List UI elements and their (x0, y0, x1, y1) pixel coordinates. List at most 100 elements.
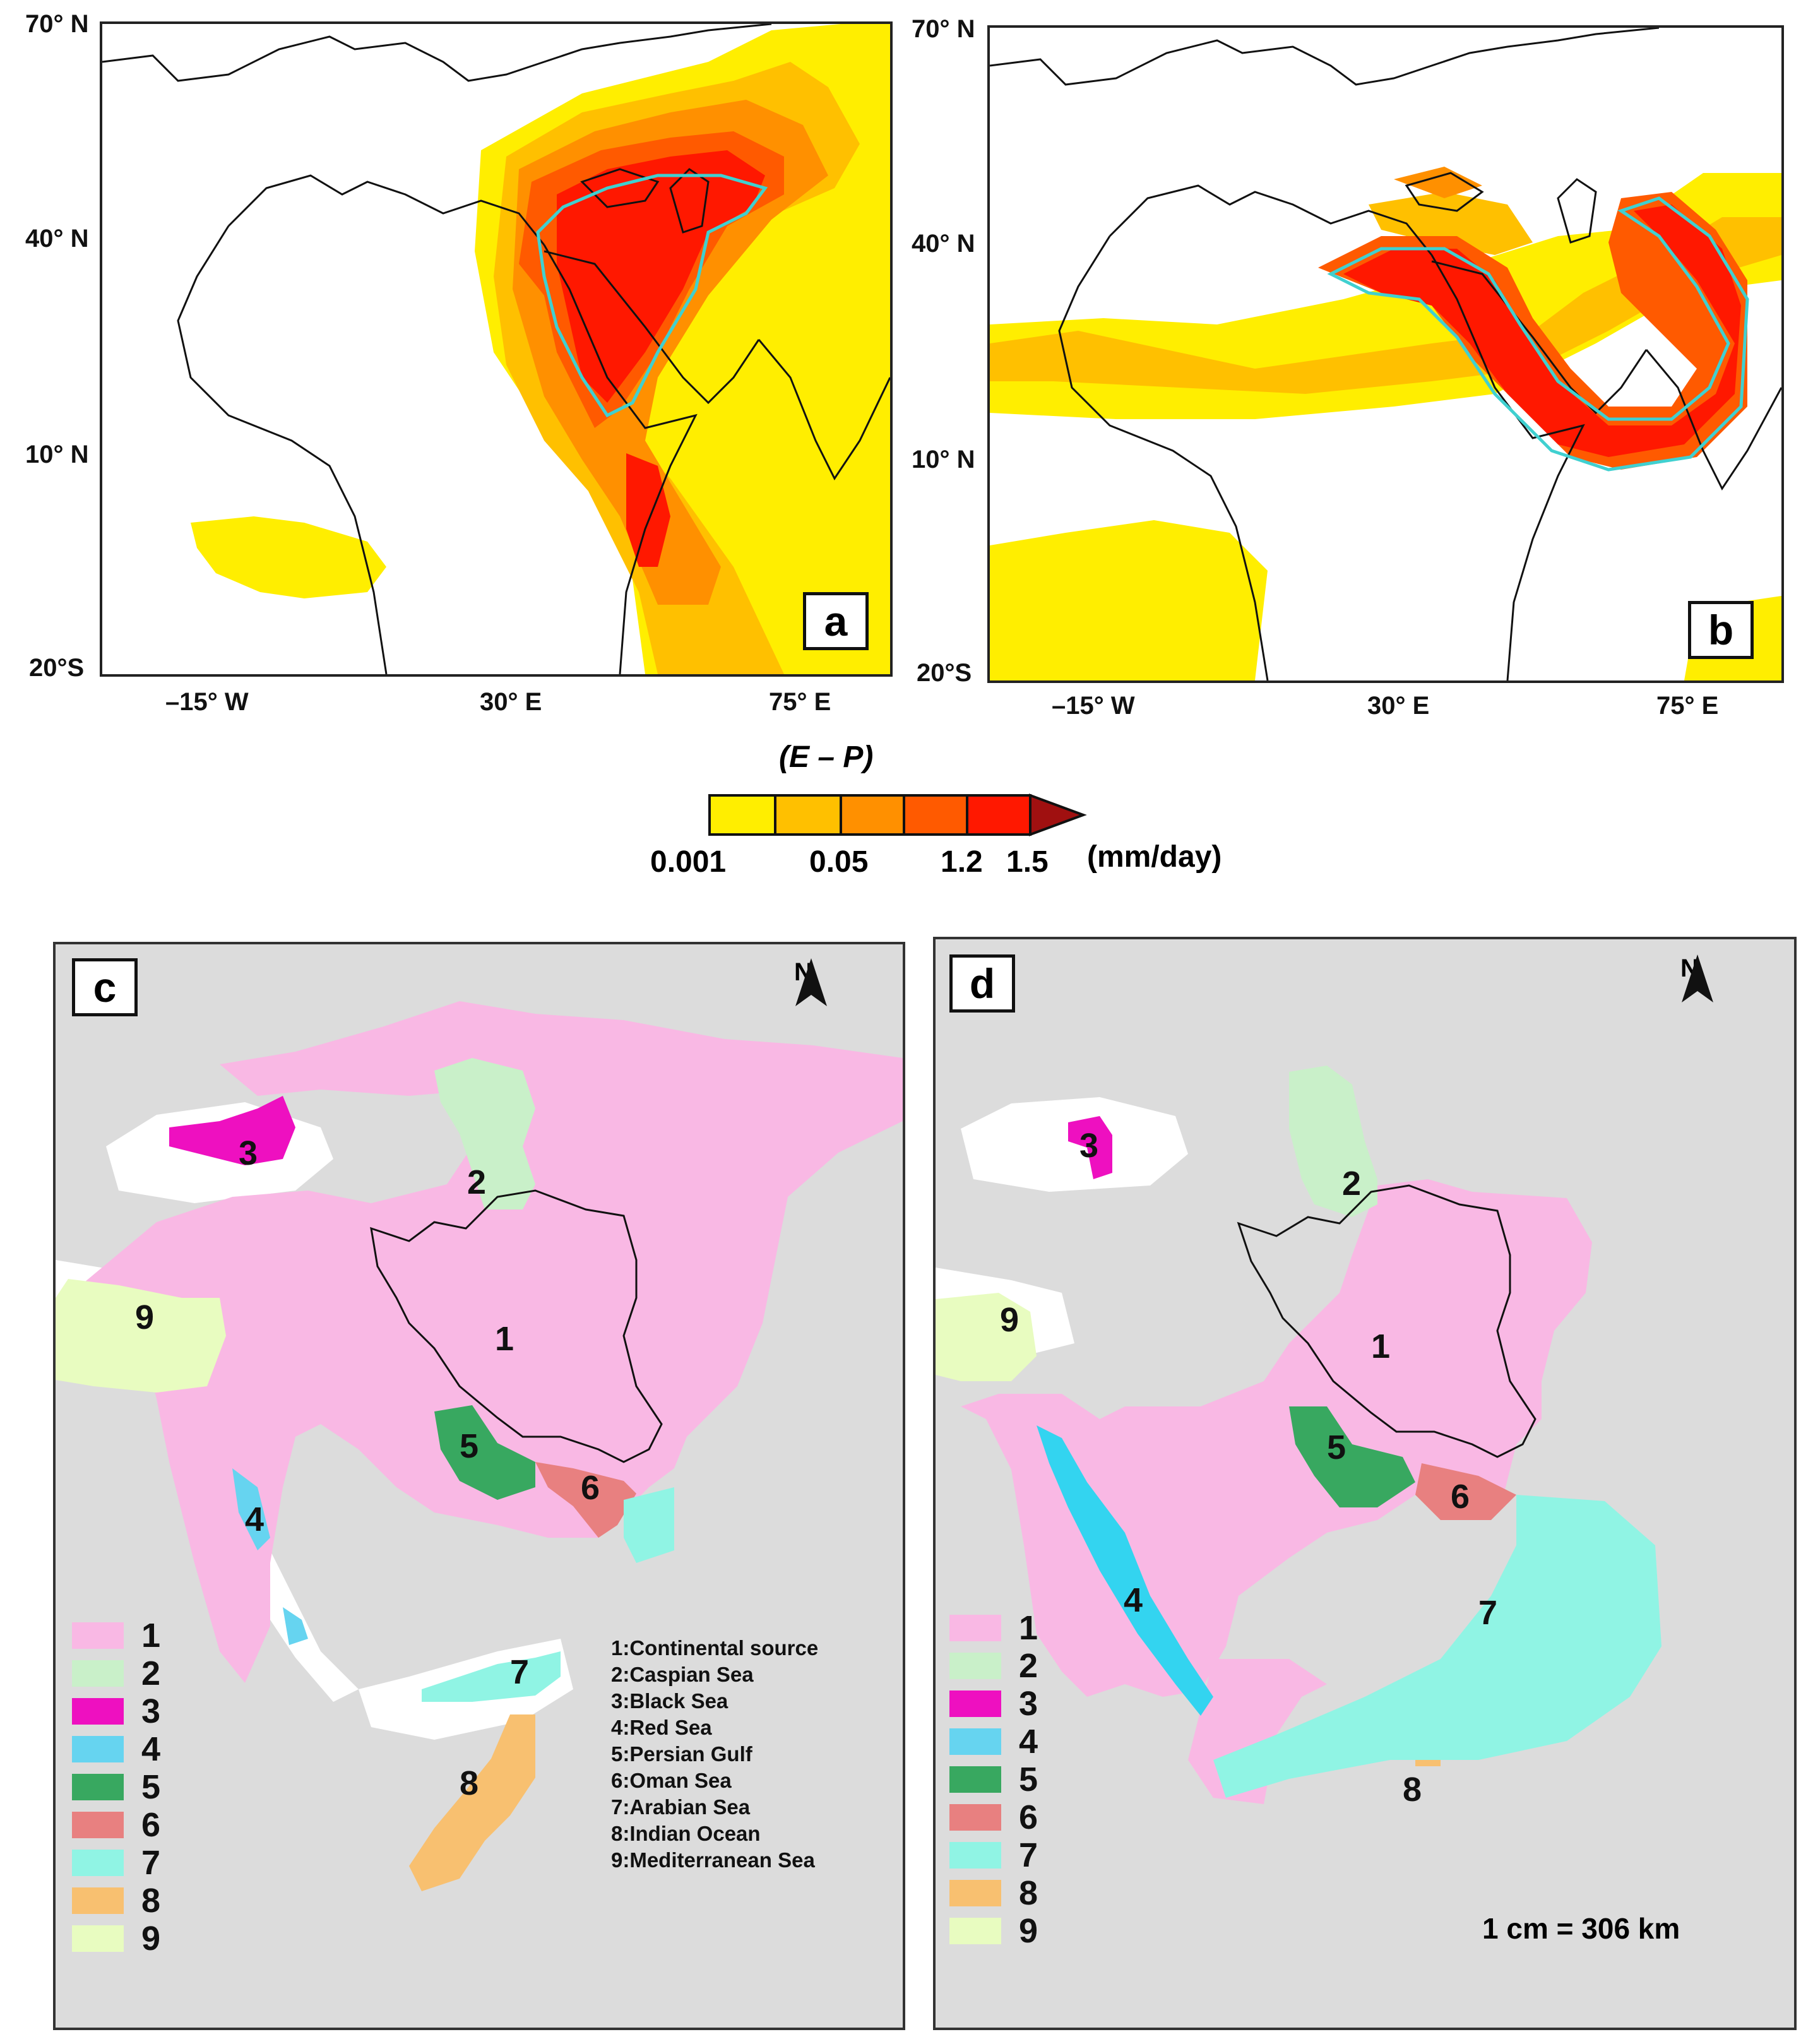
key-item-8: 8:Indian Ocean (611, 1822, 761, 1845)
contour-cyan-b (1327, 196, 1749, 472)
region-5-persian-gulf (1289, 1406, 1415, 1507)
legend-swatch (72, 1925, 124, 1952)
north-arrow-c: N (794, 958, 827, 1006)
legend-label: 7 (1019, 1836, 1038, 1874)
region-num-5: 5 (1327, 1429, 1346, 1466)
key-item-4: 4:Red Sea (611, 1716, 712, 1739)
region-4-red-sea (232, 1468, 270, 1550)
lat-label-40: 40° N (25, 225, 89, 253)
legend-item-2: 2 (949, 1646, 1038, 1685)
legend-label: 1 (141, 1617, 161, 1655)
coast-india (758, 339, 890, 480)
coast-caspian (1557, 178, 1597, 244)
legend-item-5: 5 (72, 1768, 160, 1807)
region-num-2: 2 (1342, 1165, 1362, 1203)
colorbar-tick-3: 1.5 (1006, 845, 1049, 879)
region-4-red-sea (1037, 1425, 1213, 1716)
region-6-oman-sea (535, 1462, 636, 1538)
region-2-caspian (434, 1058, 535, 1209)
legend-label: 7 (141, 1844, 161, 1882)
lat-label-70: 70° N (912, 15, 975, 43)
colorbar-bin-1 (708, 794, 776, 836)
ep-red-africa (626, 453, 670, 567)
colorbar-tick-0: 0.001 (650, 845, 727, 879)
legend-item-3: 3 (949, 1684, 1038, 1723)
region-key-list: 1:Continental source 2:Caspian Sea 3:Bla… (611, 1635, 818, 1874)
legend-label: 4 (1019, 1723, 1038, 1761)
region-num-1: 1 (1371, 1328, 1391, 1365)
colorbar-tick-1: 0.05 (809, 845, 869, 879)
key-item-6: 6:Oman Sea (611, 1769, 732, 1792)
ep-yellow-patch-africa (191, 516, 386, 598)
coast-iberia-med (1109, 184, 1433, 256)
legend-swatch (949, 1842, 1001, 1869)
legend-label: 8 (141, 1882, 161, 1920)
legend-item-9: 9 (949, 1911, 1038, 1951)
map-c-panel: c N 1 2 3 4 5 6 7 8 9 1 2 3 4 5 6 7 8 9 … (53, 942, 905, 2030)
ep-red-core (557, 150, 765, 403)
coast-black-sea (1405, 172, 1484, 212)
legend-label: 2 (1019, 1647, 1038, 1685)
legend-swatch (72, 1774, 124, 1800)
panel-label-a: a (803, 592, 869, 650)
legend-item-7: 7 (949, 1836, 1038, 1875)
region-num-2: 2 (467, 1163, 487, 1201)
lon-label-30e: 30° E (1367, 692, 1430, 720)
lon-label-30e: 30° E (480, 688, 542, 716)
coast-africa-east (1430, 254, 1585, 680)
legend-swatch (949, 1728, 1001, 1755)
map-b-field (990, 28, 1781, 680)
colorbar-extend-arrow (1029, 793, 1087, 836)
region-5-persian-gulf (434, 1405, 535, 1500)
legend-item-1: 1 (72, 1616, 160, 1655)
map-b-panel: b (987, 25, 1784, 683)
legend-label: 6 (141, 1806, 161, 1844)
lon-label-15w: –15° W (165, 688, 249, 716)
map-d-panel: d N 1 2 3 4 5 6 7 8 9 1 2 3 4 5 6 7 8 9 … (933, 937, 1797, 2030)
colorbar-title: (E – P) (779, 740, 874, 774)
region-9-med (936, 1293, 1037, 1381)
region-3-black-sea (1068, 1116, 1112, 1179)
lat-label-10: 10° N (25, 441, 89, 468)
lat-label-40: 40° N (912, 230, 975, 258)
legend-swatch (949, 1766, 1001, 1793)
region-6-oman-sea (1415, 1463, 1516, 1520)
region-num-6: 6 (581, 1469, 600, 1507)
legend-label: 3 (1019, 1685, 1038, 1723)
region-num-8: 8 (460, 1764, 479, 1802)
region-num-4: 4 (1124, 1581, 1143, 1619)
panel-label-c: c (72, 958, 138, 1016)
key-item-3: 3:Black Sea (611, 1689, 728, 1713)
lat-label-20s: 20°S (29, 654, 85, 682)
legend-swatch (949, 1918, 1001, 1944)
legend-item-1: 1 (949, 1608, 1038, 1648)
coast-caspian (669, 168, 710, 234)
colorbar-tick-2: 1.2 (941, 845, 983, 879)
region-num-8: 8 (1403, 1771, 1422, 1809)
coast-arabia (544, 250, 760, 405)
region-7-arabian-sea (1213, 1495, 1661, 1798)
coast-africa (177, 225, 388, 674)
region-num-9: 9 (135, 1298, 155, 1336)
coast-europe (102, 24, 772, 82)
legend-swatch (949, 1615, 1001, 1641)
coast-iberia-med (227, 174, 545, 246)
key-item-7: 7:Arabian Sea (611, 1795, 751, 1819)
legend-label: 9 (1019, 1912, 1038, 1950)
legend-item-2: 2 (72, 1654, 160, 1693)
region-num-5: 5 (460, 1427, 479, 1465)
region-9-med (56, 1279, 226, 1393)
colorbar-bin-3 (840, 794, 905, 836)
region-num-1: 1 (495, 1320, 514, 1358)
legend-swatch (72, 1736, 124, 1762)
north-arrow-icon (795, 958, 827, 1006)
colorbar-bin-5 (966, 794, 1031, 836)
colorbar-units: (mm/day) (1087, 840, 1222, 874)
legend-item-4: 4 (949, 1722, 1038, 1761)
colorbar-bin-4 (903, 794, 968, 836)
legend-label: 4 (141, 1730, 161, 1768)
legend-label: 9 (141, 1920, 161, 1958)
coast-black-sea (580, 168, 660, 208)
region-2-caspian (1289, 1066, 1377, 1217)
legend-swatch (72, 1887, 124, 1914)
